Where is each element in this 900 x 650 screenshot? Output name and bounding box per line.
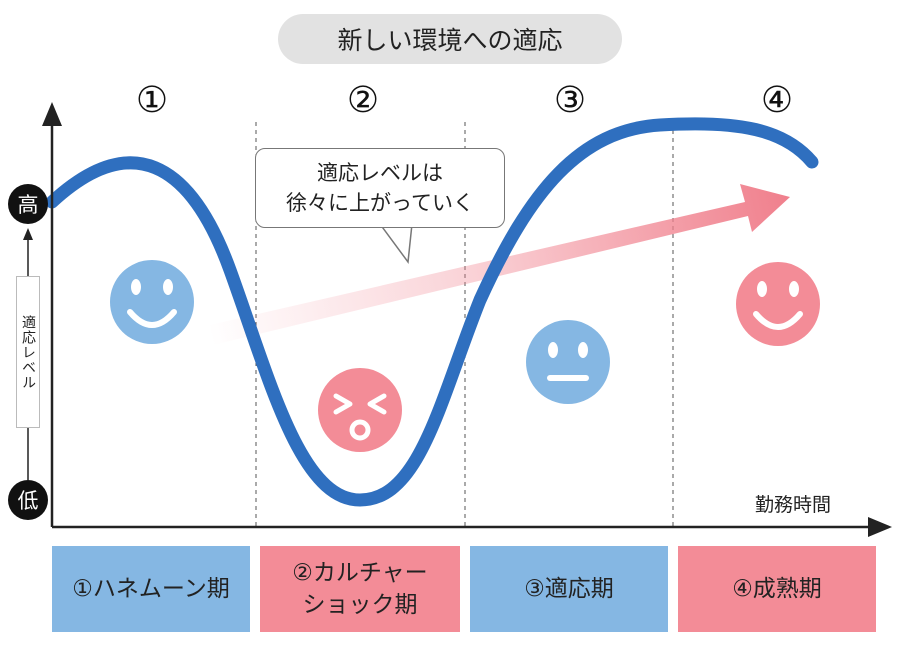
phase-number-1: ① bbox=[135, 80, 169, 121]
callout-line-1: 適応レベルは bbox=[317, 161, 443, 185]
phase-label-text: ④成熟期 bbox=[732, 576, 822, 602]
x-axis-label: 勤務時間 bbox=[755, 494, 832, 516]
x-axis-arrowhead bbox=[868, 517, 892, 537]
phase-number-4: ④ bbox=[760, 80, 794, 121]
phase-number-3: ③ bbox=[553, 80, 587, 121]
callout-tail bbox=[378, 223, 413, 265]
phase-number-2: ② bbox=[346, 80, 380, 121]
level-low-marker: 低 bbox=[8, 480, 48, 520]
callout-line-2: 徐々に上がっていく bbox=[286, 191, 474, 215]
adaptation-curve bbox=[45, 117, 819, 507]
phase-label-text: ①ハネムーン期 bbox=[72, 576, 230, 602]
phase-label-adaptation: ③適応期 bbox=[470, 546, 668, 632]
level-high-marker: 高 bbox=[8, 184, 48, 224]
y-axis-arrowhead bbox=[42, 102, 62, 126]
diagram-title: 新しい環境への適応 bbox=[278, 14, 622, 64]
phase-label-text-line-2: ショック期 bbox=[302, 592, 418, 618]
distress-face-icon bbox=[318, 368, 402, 452]
neutral-face-icon bbox=[526, 320, 610, 404]
phase-label-text: ③適応期 bbox=[524, 576, 614, 602]
phase-label-text-line-1: ②カルチャー bbox=[292, 560, 428, 586]
phase-label-honeymoon: ①ハネムーン期 bbox=[52, 546, 250, 632]
callout-bubble: 適応レベルは 徐々に上がっていく bbox=[255, 148, 505, 228]
phase-label-maturity: ④成熟期 bbox=[678, 546, 876, 632]
y-axis-label: 適応レベル bbox=[16, 276, 40, 428]
level-scale-arrowhead bbox=[23, 228, 33, 240]
smile-face-icon bbox=[110, 260, 194, 344]
happy-face-icon bbox=[736, 262, 820, 346]
phase-label-culture-shock: ②カルチャー ショック期 bbox=[260, 546, 460, 632]
